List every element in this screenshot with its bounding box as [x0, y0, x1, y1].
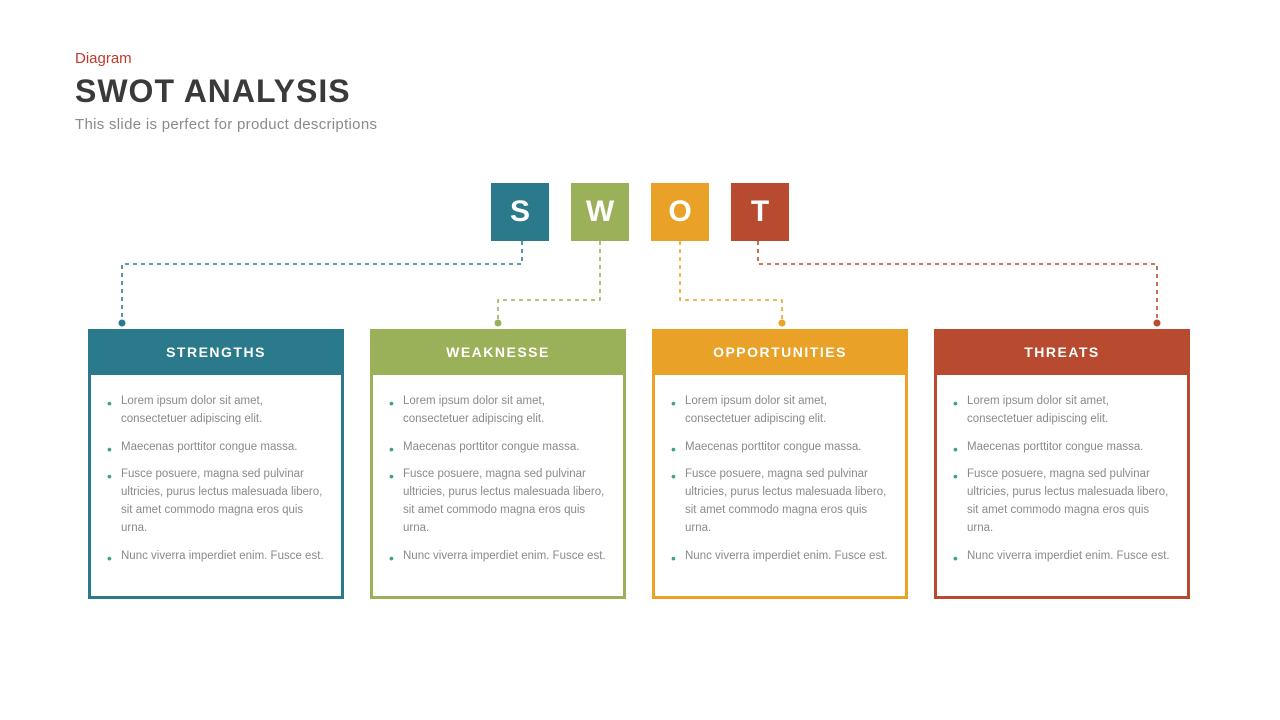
- card-body: Lorem ipsum dolor sit amet, consectetuer…: [91, 375, 341, 596]
- bullet-item: Lorem ipsum dolor sit amet, consectetuer…: [107, 393, 325, 429]
- bullet-item: Fusce posuere, magna sed pulvinar ultric…: [671, 466, 889, 537]
- bullet-item: Fusce posuere, magna sed pulvinar ultric…: [107, 466, 325, 537]
- page-subtitle: This slide is perfect for product descri…: [75, 116, 377, 133]
- bullet-item: Maecenas porttitor congue massa.: [671, 439, 889, 457]
- cards-row: STRENGTHS Lorem ipsum dolor sit amet, con…: [88, 329, 1190, 599]
- swot-letter-w: W: [571, 183, 629, 241]
- swot-card-threats: THREATS Lorem ipsum dolor sit amet, conse…: [934, 329, 1190, 599]
- bullet-item: Nunc viverra imperdiet enim. Fusce est.: [953, 548, 1171, 566]
- swot-card-opportunities: OPPORTUNITIES Lorem ipsum dolor sit amet,…: [652, 329, 908, 599]
- swot-letter-t: T: [731, 183, 789, 241]
- card-body: Lorem ipsum dolor sit amet, consectetuer…: [373, 375, 623, 596]
- bullet-item: Lorem ipsum dolor sit amet, consectetuer…: [389, 393, 607, 429]
- swot-letter-s: S: [491, 183, 549, 241]
- bullet-item: Nunc viverra imperdiet enim. Fusce est.: [671, 548, 889, 566]
- card-header: WEAKNESSE: [373, 329, 623, 375]
- bullet-item: Maecenas porttitor congue massa.: [953, 439, 1171, 457]
- page-title: SWOT ANALYSIS: [75, 73, 377, 110]
- card-body: Lorem ipsum dolor sit amet, consectetuer…: [937, 375, 1187, 596]
- bullet-item: Lorem ipsum dolor sit amet, consectetuer…: [953, 393, 1171, 429]
- bullet-item: Nunc viverra imperdiet enim. Fusce est.: [107, 548, 325, 566]
- card-header: STRENGTHS: [91, 329, 341, 375]
- bullet-item: Maecenas porttitor congue massa.: [389, 439, 607, 457]
- swot-letters-row: SWOT: [0, 183, 1280, 241]
- header-eyebrow: Diagram: [75, 50, 377, 67]
- bullet-item: Fusce posuere, magna sed pulvinar ultric…: [389, 466, 607, 537]
- swot-card-strengths: STRENGTHS Lorem ipsum dolor sit amet, con…: [88, 329, 344, 599]
- swot-card-weaknesses: WEAKNESSE Lorem ipsum dolor sit amet, con…: [370, 329, 626, 599]
- card-header: OPPORTUNITIES: [655, 329, 905, 375]
- bullet-item: Fusce posuere, magna sed pulvinar ultric…: [953, 466, 1171, 537]
- swot-letter-o: O: [651, 183, 709, 241]
- card-header: THREATS: [937, 329, 1187, 375]
- bullet-item: Lorem ipsum dolor sit amet, consectetuer…: [671, 393, 889, 429]
- bullet-item: Maecenas porttitor congue massa.: [107, 439, 325, 457]
- card-body: Lorem ipsum dolor sit amet, consectetuer…: [655, 375, 905, 596]
- bullet-item: Nunc viverra imperdiet enim. Fusce est.: [389, 548, 607, 566]
